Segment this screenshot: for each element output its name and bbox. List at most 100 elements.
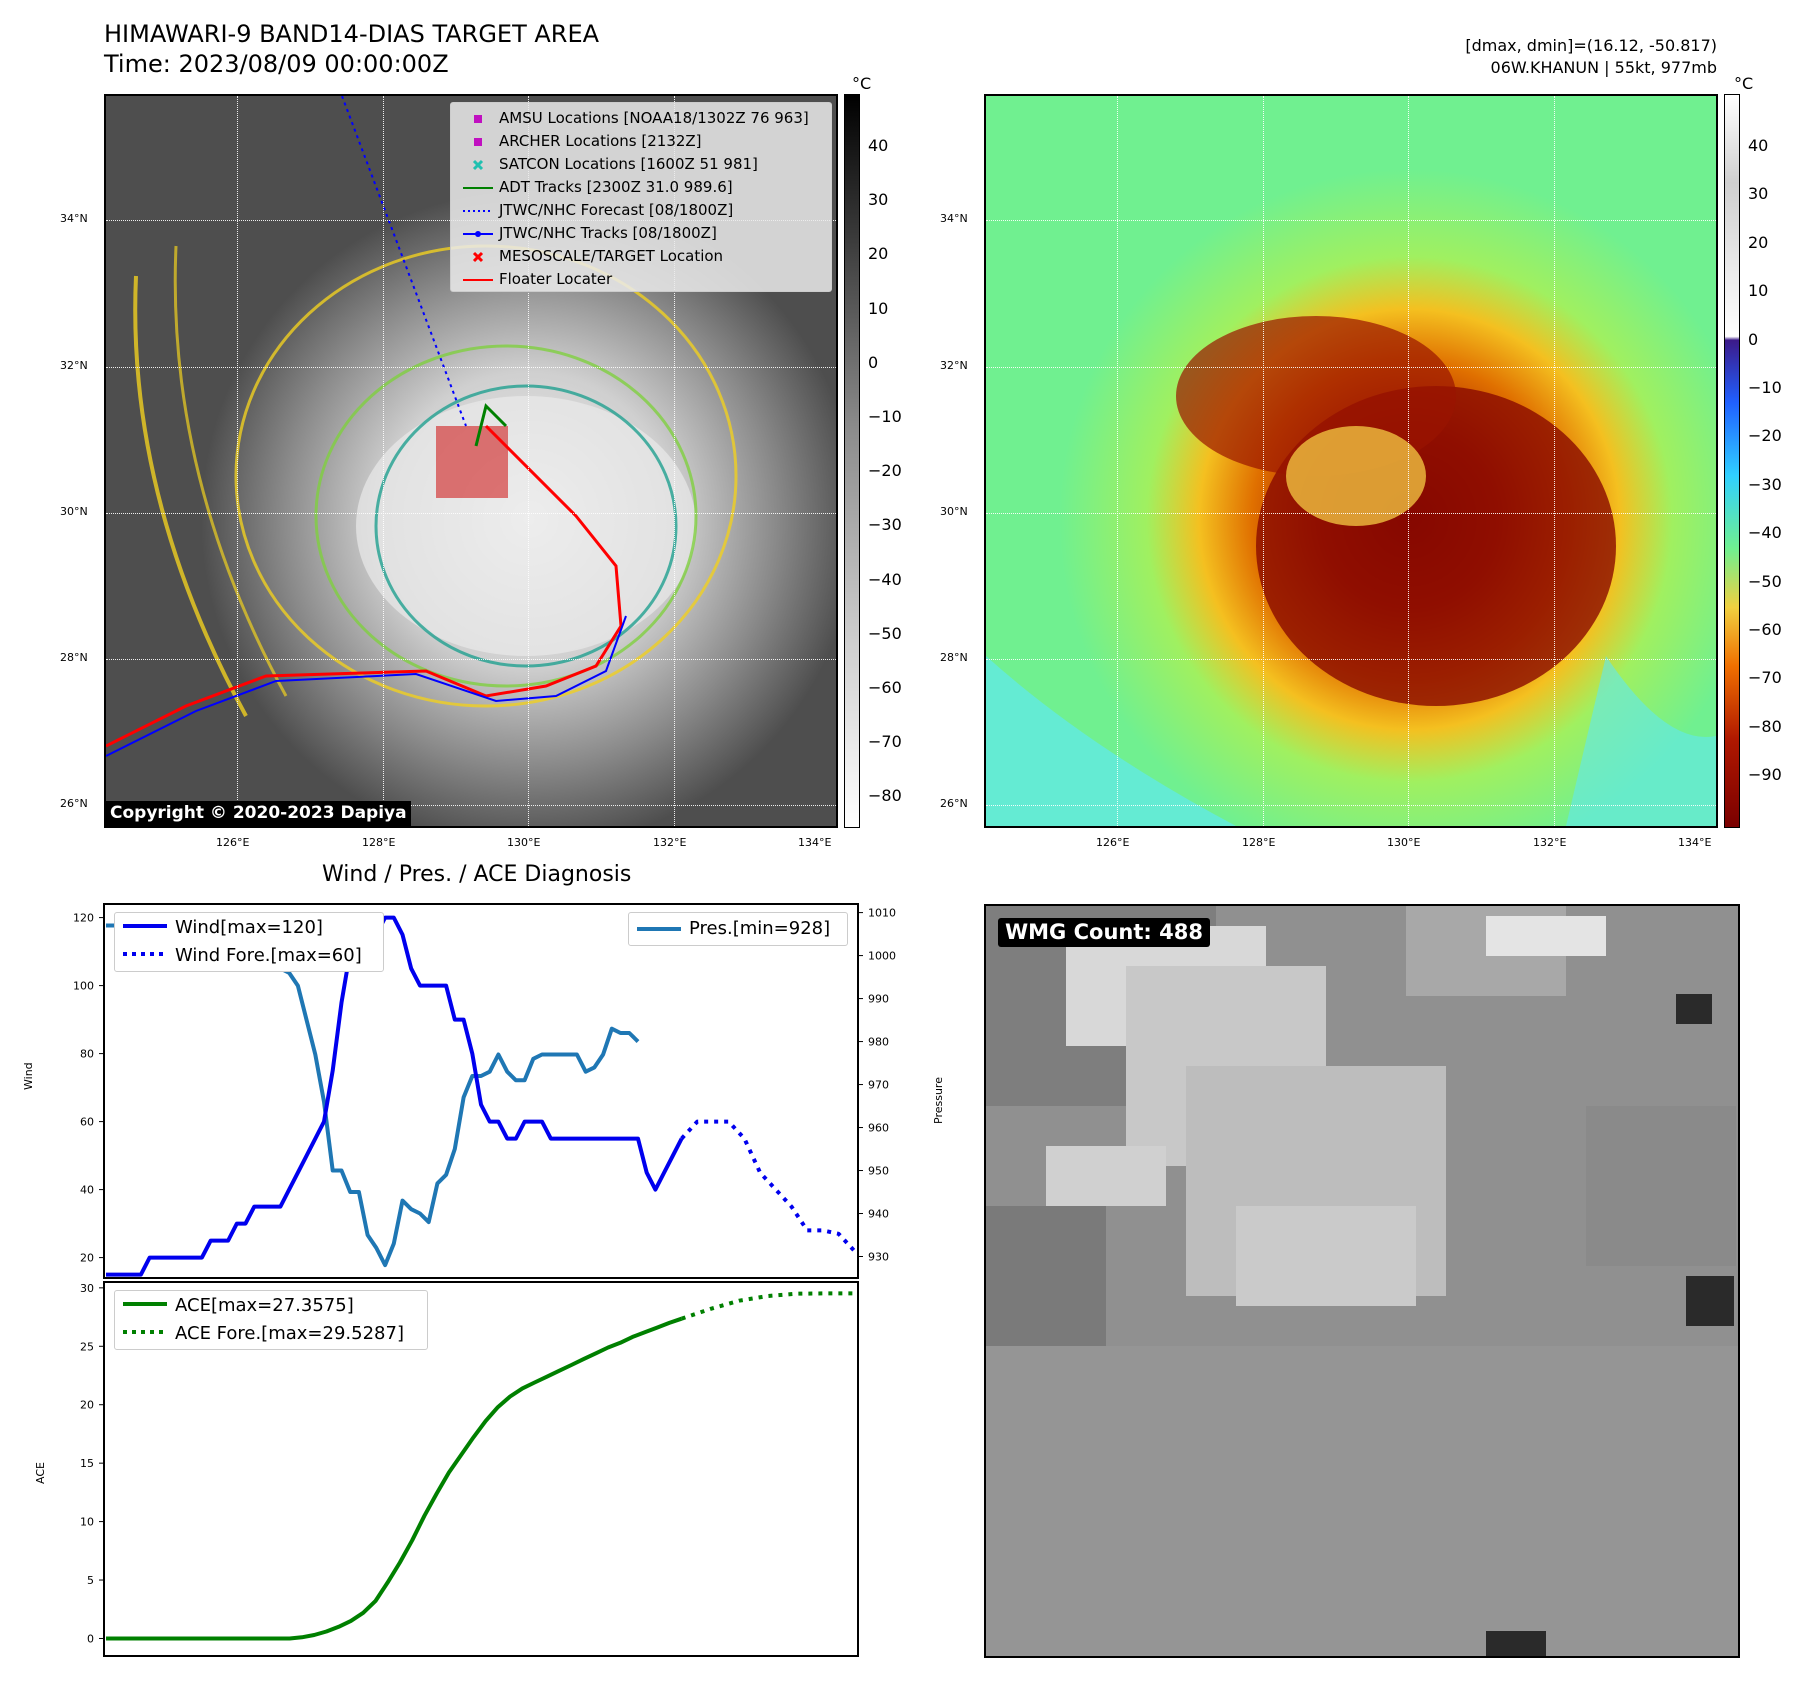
legend-symbol bbox=[474, 115, 482, 123]
legend-label: JTWC/NHC Forecast [08/1800Z] bbox=[499, 201, 734, 219]
colorbar-tick-label: 20 bbox=[1748, 232, 1769, 252]
lon-label: 128°E bbox=[1242, 836, 1276, 849]
legend-label: ADT Tracks [2300Z 31.0 989.6] bbox=[499, 178, 733, 196]
lat-label: 30°N bbox=[60, 505, 88, 518]
lon-label: 132°E bbox=[653, 836, 687, 849]
legend-symbol bbox=[463, 187, 493, 189]
dmax-dmin-readout: [dmax, dmin]=(16.12, -50.817) bbox=[1465, 36, 1717, 55]
lon-label: 126°E bbox=[216, 836, 250, 849]
y2-tick-label: 960 bbox=[868, 1122, 889, 1135]
pressure-legend: Pres.[min=928] bbox=[628, 912, 848, 946]
lon-label: 134°E bbox=[1678, 836, 1712, 849]
legend-ace-line bbox=[123, 1302, 167, 1306]
grid-line bbox=[986, 220, 1716, 221]
colorbar-tick-label: 30 bbox=[1748, 184, 1769, 204]
lat-label: 34°N bbox=[60, 212, 88, 225]
wind-axis-label: Wind bbox=[22, 1062, 35, 1090]
legend-ace-label: ACE[max=27.3575] bbox=[175, 1295, 354, 1316]
right-colorbar bbox=[1724, 94, 1740, 828]
y-tick-label: 60 bbox=[80, 1116, 94, 1129]
colorbar-tick-label: −10 bbox=[868, 407, 902, 426]
legend-item: ARCHER Locations [2132Z] bbox=[451, 130, 831, 152]
legend-label: JTWC/NHC Tracks [08/1800Z] bbox=[499, 224, 717, 242]
page-title: HIMAWARI-9 BAND14-DIAS TARGET AREA bbox=[104, 20, 600, 48]
ir-map-panel: AMSU Locations [NOAA18/1302Z 76 963] ARCH… bbox=[104, 94, 838, 828]
colorbar-tick-label: −80 bbox=[1748, 716, 1782, 736]
colorbar-tick-label: −70 bbox=[1748, 668, 1782, 688]
copyright-label: Copyright © 2020-2023 Dapiya bbox=[106, 801, 411, 826]
legend-item: AMSU Locations [NOAA18/1302Z 76 963] bbox=[451, 107, 831, 129]
colorbar-tick-label: 0 bbox=[868, 352, 879, 372]
ace-y-tick-label: 5 bbox=[87, 1574, 94, 1587]
legend-symbol bbox=[463, 210, 493, 212]
map-legend: AMSU Locations [NOAA18/1302Z 76 963] ARCH… bbox=[450, 102, 832, 292]
wind-line bbox=[106, 915, 684, 1277]
colorbar-tick-label: −50 bbox=[868, 623, 902, 643]
lon-label: 130°E bbox=[507, 836, 541, 849]
legend-label: ARCHER Locations [2132Z] bbox=[499, 132, 702, 150]
grid-line bbox=[674, 96, 675, 826]
pressure-axis-label: Pressure bbox=[932, 1077, 945, 1124]
lat-label: 28°N bbox=[60, 651, 88, 664]
colorbar-tick-label: −40 bbox=[1748, 523, 1782, 543]
y2-tick-label: 940 bbox=[868, 1208, 889, 1221]
legend-wind-fore-label: Wind Fore.[max=60] bbox=[175, 945, 362, 966]
colorbar-tick-label: 40 bbox=[868, 136, 889, 155]
colorbar-tick-label: −50 bbox=[1748, 571, 1782, 591]
lon-label: 128°E bbox=[362, 836, 396, 849]
legend-symbol bbox=[472, 251, 484, 263]
colorbar-tick-label: 0 bbox=[1748, 329, 1759, 349]
ace-legend: ACE[max=27.3575] ACE Fore.[max=29.5287] bbox=[114, 1290, 428, 1350]
grid-line bbox=[986, 513, 1716, 514]
colorbar-tick-label: −20 bbox=[868, 461, 902, 481]
grid-line bbox=[106, 805, 836, 806]
right-colorbar-unit: °C bbox=[1734, 74, 1754, 93]
legend-item: Floater Locater bbox=[451, 268, 831, 290]
ace-y-tick-label: 30 bbox=[80, 1282, 94, 1295]
lon-label: 132°E bbox=[1533, 836, 1567, 849]
lat-label: 32°N bbox=[940, 359, 968, 372]
colorbar-tick-label: 10 bbox=[868, 298, 889, 318]
legend-item: JTWC/NHC Forecast [08/1800Z] bbox=[451, 199, 831, 221]
legend-item: ADT Tracks [2300Z 31.0 989.6] bbox=[451, 176, 831, 198]
legend-symbol bbox=[463, 231, 493, 237]
ace-y-tick-label: 20 bbox=[80, 1399, 94, 1412]
ace-y-tick-label: 10 bbox=[80, 1516, 94, 1529]
colorbar-tick-label: −30 bbox=[1748, 474, 1782, 494]
ace-axis-label: ACE bbox=[34, 1462, 47, 1484]
legend-ace-fore-line bbox=[123, 1330, 167, 1334]
lat-label: 26°N bbox=[60, 797, 88, 810]
colorbar-tick-label: −70 bbox=[868, 732, 902, 752]
y2-tick-label: 980 bbox=[868, 1036, 889, 1049]
grid-line bbox=[1117, 96, 1118, 826]
grid-line bbox=[106, 367, 836, 368]
grid-line bbox=[528, 96, 529, 826]
y2-tick-label: 930 bbox=[868, 1251, 889, 1264]
legend-ace-fore-label: ACE Fore.[max=29.5287] bbox=[175, 1323, 404, 1344]
wmg-panel: WMG Count: 488 bbox=[984, 904, 1740, 1658]
legend-item: MESOSCALE/TARGET Location bbox=[451, 245, 831, 267]
legend-item: SATCON Locations [1600Z 51 981] bbox=[451, 153, 831, 175]
grid-line bbox=[986, 659, 1716, 660]
left-colorbar-unit: °C bbox=[852, 74, 872, 93]
ace-y-tick-label: 0 bbox=[87, 1632, 94, 1645]
lon-label: 130°E bbox=[1387, 836, 1421, 849]
legend-wind-label: Wind[max=120] bbox=[175, 917, 323, 938]
legend-pressure-line bbox=[637, 927, 681, 931]
legend-symbol bbox=[472, 159, 484, 171]
lon-label: 126°E bbox=[1096, 836, 1130, 849]
colorbar-tick-label: −60 bbox=[868, 678, 902, 697]
legend-wind-line bbox=[123, 924, 167, 928]
y-tick-label: 20 bbox=[80, 1252, 94, 1265]
ace-chart: 30 25 20 15 10 5 0 bbox=[80, 1281, 859, 1657]
colorbar-tick-label: −90 bbox=[1748, 765, 1782, 785]
y2-tick-label: 1010 bbox=[868, 907, 896, 920]
enhanced-map-panel bbox=[984, 94, 1718, 828]
colorbar-tick-label: 30 bbox=[868, 190, 889, 210]
legend-symbol bbox=[474, 138, 482, 146]
y-tick-label: 80 bbox=[80, 1048, 94, 1061]
y2-tick-label: 1000 bbox=[868, 950, 896, 963]
grid-line bbox=[986, 367, 1716, 368]
legend-label: MESOSCALE/TARGET Location bbox=[499, 247, 724, 265]
diagnosis-title: Wind / Pres. / ACE Diagnosis bbox=[322, 862, 632, 887]
